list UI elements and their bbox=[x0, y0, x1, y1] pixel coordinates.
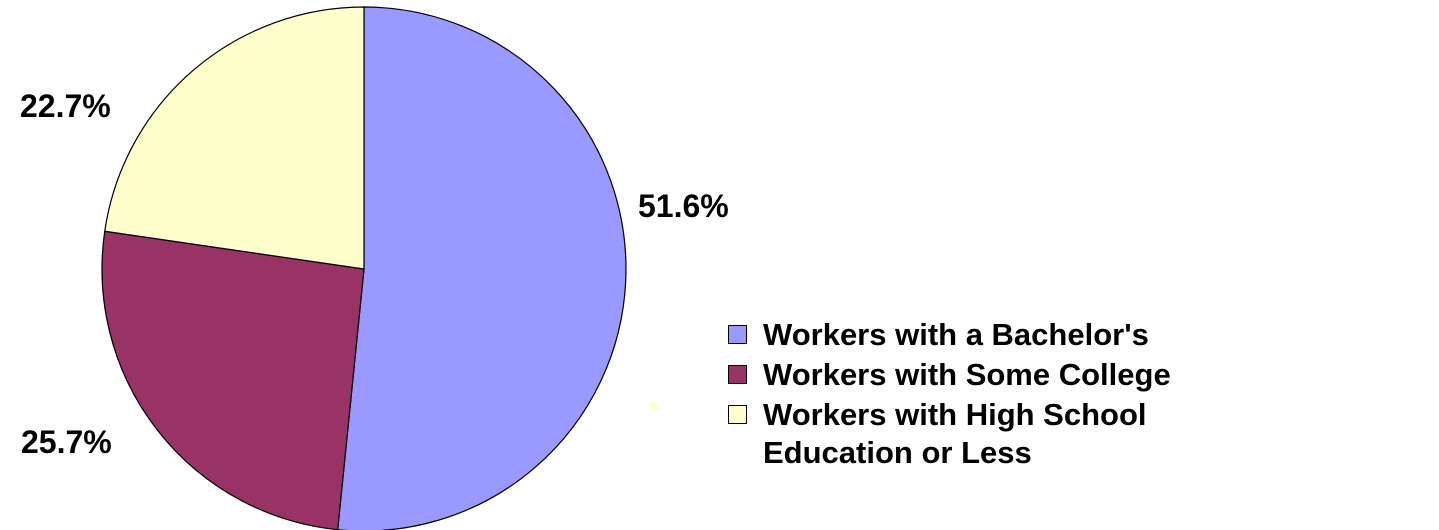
legend-item-high-school: Workers with High School Education or Le… bbox=[728, 396, 1403, 472]
slice-label-bachelors: 51.6% bbox=[638, 188, 729, 224]
pie-slice-bachelors bbox=[337, 6, 627, 530]
pie-slice-some-college bbox=[101, 230, 365, 530]
legend-label-high-school: Workers with High School Education or Le… bbox=[763, 397, 1147, 470]
legend: Workers with a Bachelor's Workers with S… bbox=[728, 316, 1403, 474]
pie-slice-high-school bbox=[104, 6, 365, 270]
legend-item-some-college: Workers with Some College bbox=[728, 356, 1403, 394]
slice-label-some-college: 25.7% bbox=[21, 424, 112, 460]
legend-item-bachelors: Workers with a Bachelor's bbox=[728, 316, 1403, 354]
legend-label-bachelors: Workers with a Bachelor's bbox=[763, 317, 1149, 352]
legend-label-some-college: Workers with Some College bbox=[763, 357, 1171, 392]
legend-swatch-some-college bbox=[728, 365, 747, 384]
decorative-dot bbox=[650, 402, 658, 410]
legend-swatch-high-school bbox=[728, 405, 747, 424]
slice-label-high-school: 22.7% bbox=[20, 88, 111, 124]
legend-swatch-bachelors bbox=[728, 325, 747, 344]
